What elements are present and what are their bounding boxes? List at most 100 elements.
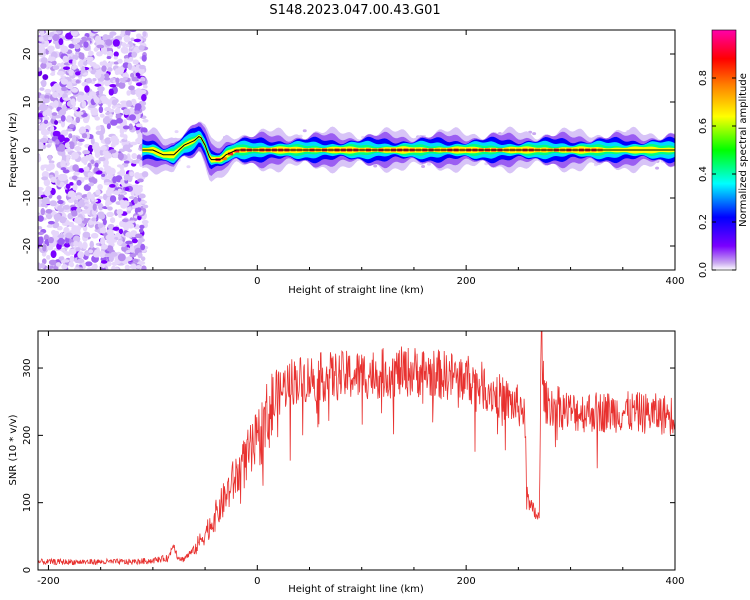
noise-speck (107, 173, 113, 180)
noise-speck (114, 107, 121, 115)
noise-speck (74, 267, 80, 270)
noise-speck (44, 88, 52, 94)
noise-speck (118, 81, 126, 89)
noise-speck (142, 118, 149, 123)
noise-speck (43, 34, 49, 42)
noise-speck (117, 188, 122, 193)
noise-speck (104, 253, 113, 258)
noise-speck (88, 182, 95, 187)
noise-speck (133, 196, 139, 204)
spectrogram-axes: -200 0 200 400 -20 -10 0 10 20 (22, 30, 685, 287)
noise-speck (100, 237, 106, 245)
noise-speck (99, 113, 105, 118)
noise-speck (77, 138, 85, 142)
noise-speck (107, 223, 115, 230)
noise-speck (107, 67, 113, 72)
noise-speck (130, 37, 135, 42)
noise-speck (92, 30, 101, 33)
noise-speck (92, 251, 101, 258)
noise-speck (51, 85, 56, 93)
colorbar-tick-label-3: 0.6 (698, 118, 709, 134)
spectrogram-plot-area (38, 30, 675, 270)
noise-speck (113, 51, 119, 57)
noise-speck (134, 103, 142, 111)
noise-speck (47, 45, 55, 52)
noise-speck (109, 84, 117, 88)
noise-speck (108, 255, 114, 262)
noise-speck (77, 141, 83, 146)
noise-speck (39, 30, 45, 37)
noise-speck (109, 149, 117, 154)
noise-speck (98, 88, 104, 96)
noise-speck (57, 110, 66, 116)
noise-speck (116, 117, 123, 124)
band-speck (302, 129, 307, 133)
noise-speck (114, 191, 120, 196)
noise-speck (76, 91, 85, 96)
noise-speck (38, 44, 42, 49)
noise-speck (93, 64, 100, 69)
noise-speck (90, 193, 95, 202)
noise-speck (104, 77, 111, 81)
noise-speck (119, 168, 126, 177)
noise-speck (64, 142, 70, 149)
band-speck (426, 162, 431, 166)
noise-speck (76, 179, 82, 186)
noise-speck (72, 58, 77, 66)
noise-speck (38, 231, 44, 236)
noise-speck (134, 171, 141, 179)
noise-speck (47, 236, 54, 244)
noise-speck (90, 137, 95, 145)
noise-speck (69, 255, 75, 263)
noise-speck (120, 46, 129, 54)
noise-speck (51, 60, 57, 66)
noise-speck (62, 169, 70, 174)
noise-speck (78, 168, 85, 173)
band-speck (186, 165, 191, 169)
ridge-band-5 (142, 134, 675, 163)
noise-speck (43, 119, 49, 124)
noise-speck (91, 112, 99, 116)
noise-speck (109, 183, 116, 188)
noise-speck (129, 246, 135, 253)
noise-speck (120, 100, 128, 105)
noise-speck (76, 258, 85, 264)
noise-speck (131, 51, 137, 58)
noise-speck (131, 238, 138, 244)
noise-speck (132, 59, 139, 65)
ridge-core (234, 149, 240, 153)
noise-speck (40, 137, 48, 143)
noise-speck (40, 62, 47, 69)
noise-speck (42, 197, 50, 204)
noise-speck (70, 98, 76, 106)
noise-speck (99, 226, 107, 234)
noise-speck (38, 186, 44, 191)
noise-speck (38, 154, 41, 162)
noise-speck (121, 245, 128, 252)
noise-speck (68, 248, 77, 255)
noise-speck (51, 112, 58, 116)
colorbar: 0.0 0.2 0.4 0.6 0.8 Normalized spectral ampl… (698, 29, 749, 278)
noise-speck (72, 164, 79, 172)
noise-speck (70, 30, 79, 37)
noise-speck (54, 120, 59, 125)
noise-speck (105, 39, 113, 46)
noise-speck (46, 108, 53, 117)
noise-speck (124, 187, 130, 192)
noise-speck (65, 232, 74, 239)
noise-speck (98, 195, 104, 200)
noise-speck (63, 250, 69, 255)
noise-speck (82, 241, 88, 250)
noise-speck (47, 154, 52, 161)
noise-speck (72, 183, 78, 191)
noise-speck (60, 129, 69, 137)
noise-speck (126, 90, 131, 96)
noise-speck (117, 152, 124, 161)
spectrogram-ytick-label-2: 0 (22, 147, 33, 153)
noise-speck (111, 239, 117, 243)
noise-speck (43, 104, 48, 111)
noise-speck (73, 171, 80, 176)
noise-speck (40, 57, 48, 64)
noise-speck (38, 119, 42, 123)
noise-speck (50, 72, 56, 76)
